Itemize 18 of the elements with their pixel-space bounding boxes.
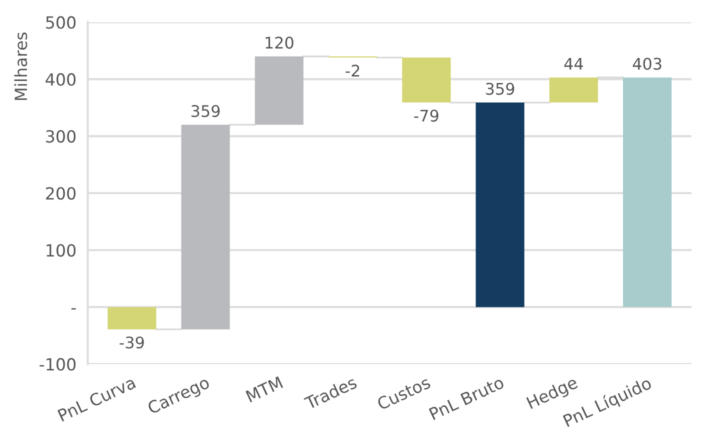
data-label: 359 [192,105,220,118]
x-tick-label: PnL Curva [57,376,136,422]
data-label: -39 [120,336,144,349]
data-label: 403 [632,58,662,70]
y-tick-label: 200 [46,187,76,200]
y-tick-label: 400 [46,73,76,86]
y-tick-label: 500 [46,16,76,29]
data-label: 44 [564,58,583,70]
y-tick-label: - [71,308,76,310]
data-label: -2 [346,64,360,76]
y-axis-title: Milhares [14,32,28,100]
y-tick-label: 100 [46,244,76,257]
y-tick-label: 300 [46,130,76,143]
y-tick-label: -100 [40,358,76,371]
data-label: -79 [414,110,438,122]
x-tick-label: MTM [246,376,284,402]
data-label: 120 [266,36,294,49]
data-label: 359 [486,82,514,95]
